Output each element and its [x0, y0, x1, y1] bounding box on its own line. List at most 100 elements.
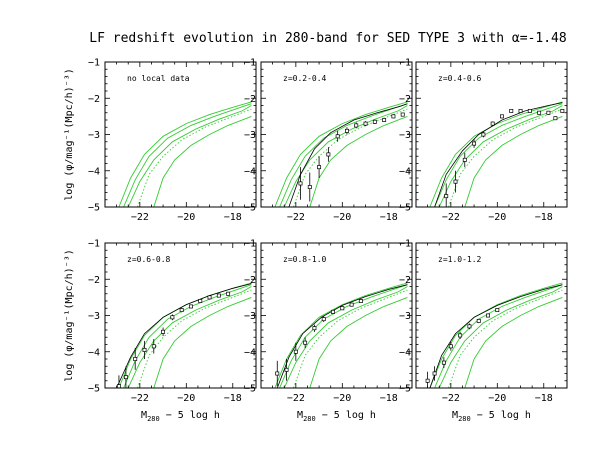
model-curve-2: [279, 284, 408, 388]
y-tick-label: −2: [88, 275, 100, 286]
panel-label: z=0.8-1.0: [283, 255, 327, 264]
model-curve-1: [429, 101, 563, 207]
data-point: [462, 157, 467, 162]
panel-label: z=0.4-0.6: [438, 74, 482, 83]
data-point: [317, 165, 322, 170]
model-curve-2: [123, 103, 252, 207]
y-tick-label: −5: [244, 384, 256, 395]
data-point: [284, 367, 289, 372]
panel-label: z=0.6-0.8: [127, 255, 171, 264]
model-curve-5: [137, 108, 252, 207]
y-tick-label: −3: [399, 311, 411, 322]
data-point: [307, 185, 312, 190]
data-point: [326, 152, 331, 157]
model-curve-4: [309, 296, 408, 388]
model-curve-3: [127, 105, 252, 207]
x-axis-title: M280 − 5 log h: [141, 410, 220, 423]
data-point: [189, 304, 193, 309]
x-tick-label: −22: [287, 393, 305, 404]
x-axis-title-subscript: 280: [303, 415, 316, 423]
data-point: [476, 318, 481, 323]
x-tick-label: −20: [488, 212, 506, 223]
panel-6: −22 −20 −18 −5 −4 −3 −2 −1 z=1.0-1.2 M280 − 5 log…: [399, 239, 568, 423]
y-tick-label: −4: [399, 347, 411, 358]
data-point: [382, 118, 387, 122]
y-axis-title: log (φ/mag⁻¹(Mpc/h)⁻³): [64, 68, 75, 200]
x-tick-label: −20: [177, 393, 195, 404]
y-tick-label: −4: [244, 347, 256, 358]
fit-curve: [116, 283, 252, 388]
figure-title: LF redshift evolution in 280-band for SE…: [89, 31, 566, 46]
model-curve-3: [283, 105, 408, 207]
plot-area: [116, 282, 252, 388]
data-point: [425, 378, 430, 383]
data-point: [349, 302, 354, 307]
y-tick-label: −2: [244, 275, 256, 286]
data-point: [133, 357, 138, 361]
x-tick-label: −22: [442, 212, 460, 223]
x-tick-label: −18: [380, 393, 398, 404]
data-point: [500, 114, 504, 119]
model-curve-4: [153, 115, 252, 207]
model-curve-5: [448, 108, 563, 207]
model-curve-2: [123, 284, 252, 388]
data-point: [123, 375, 128, 380]
model-curve-5: [448, 289, 563, 388]
y-tick-label: −3: [399, 130, 411, 141]
fit-curve: [276, 284, 408, 388]
plot-area: [274, 101, 408, 207]
data-point: [560, 108, 565, 113]
x-tick-label: −22: [442, 393, 460, 404]
y-tick-label: −2: [88, 94, 100, 105]
y-tick-label: −1: [244, 239, 256, 250]
data-point: [142, 347, 147, 352]
data-point: [391, 114, 396, 119]
x-tick-label: −18: [224, 212, 242, 223]
data-point: [340, 306, 345, 311]
y-tick-label: −1: [244, 58, 256, 69]
data-point: [441, 360, 446, 365]
x-axis-title-subscript: 280: [147, 415, 160, 423]
y-tick-label: −5: [88, 203, 100, 214]
data-point: [170, 315, 175, 320]
panel-3: −22 −20 −18 −5 −4 −3 −2 −1 z=0.4-0.6: [399, 58, 568, 223]
y-tick-label: −3: [244, 311, 256, 322]
x-axis-title: M280 − 5 log h: [452, 410, 531, 423]
y-tick-label: −1: [88, 239, 100, 250]
data-point: [335, 134, 340, 139]
model-curve-3: [438, 286, 563, 388]
plot-area: [118, 101, 252, 207]
data-point: [453, 179, 458, 184]
data-point: [553, 116, 558, 121]
model-curve-5: [137, 289, 252, 388]
data-point: [458, 333, 463, 338]
data-point: [363, 121, 368, 126]
data-point: [481, 132, 486, 137]
fit-curve: [434, 102, 563, 207]
y-tick-label: −2: [244, 94, 256, 105]
x-axis-title-main: M: [452, 410, 458, 421]
y-tick-label: −1: [399, 239, 411, 250]
y-tick-label: −5: [244, 203, 256, 214]
data-point: [495, 308, 500, 313]
model-curve-1: [429, 282, 563, 388]
y-tick-label: −4: [244, 166, 256, 177]
x-axis-title-subscript: 280: [458, 415, 471, 423]
plot-area: [429, 101, 565, 207]
data-point: [275, 371, 280, 376]
data-point: [537, 110, 542, 115]
plot-area: [425, 282, 563, 388]
y-tick-label: −3: [88, 311, 100, 322]
data-point: [509, 108, 514, 113]
x-axis-title-rest: − 5 log h: [160, 410, 220, 421]
data-point: [161, 329, 166, 334]
panel-label: no local data: [127, 74, 190, 83]
panel-2: −22 −20 −18−5−4−3−2−1z=0.2-0.4: [244, 58, 413, 223]
x-axis-title: M280 − 5 log h: [297, 410, 376, 423]
data-point: [472, 141, 477, 146]
model-curve-2: [434, 284, 563, 388]
y-tick-label: −1: [399, 58, 411, 69]
